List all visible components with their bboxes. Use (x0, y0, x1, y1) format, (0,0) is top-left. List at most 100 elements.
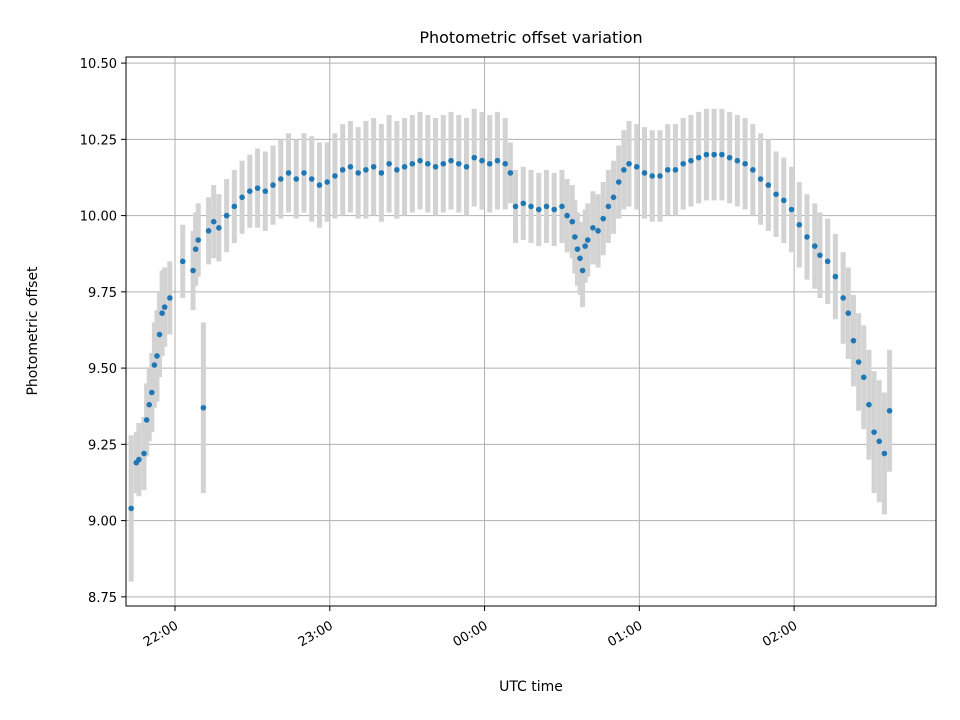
data-point (703, 151, 710, 158)
data-point (845, 310, 852, 317)
data-point (781, 197, 787, 204)
data-point (378, 170, 385, 176)
data-point (824, 258, 831, 265)
data-point (788, 206, 795, 213)
data-point (695, 154, 702, 161)
data-point (719, 151, 725, 158)
data-point (401, 164, 408, 170)
data-point (866, 401, 872, 408)
data-point (192, 246, 199, 252)
data-point (363, 167, 369, 173)
data-point (672, 167, 679, 173)
data-point (804, 234, 810, 240)
data-point (535, 206, 542, 213)
data-point (301, 170, 307, 176)
data-point (742, 160, 748, 167)
data-point (711, 151, 717, 158)
data-point (757, 176, 764, 182)
data-point (293, 176, 300, 182)
data-point (417, 157, 423, 164)
data-point (512, 203, 519, 210)
data-point (600, 215, 607, 222)
plot-frame (125, 56, 937, 607)
data-point (409, 160, 416, 167)
data-point (486, 160, 493, 167)
data-point (200, 404, 207, 411)
y-tick-label: 10.50 (80, 57, 117, 72)
y-axis-label: Photometric offset (25, 266, 41, 396)
data-point (159, 310, 165, 317)
data-point (572, 234, 578, 240)
data-point (386, 160, 392, 167)
data-point (657, 173, 663, 179)
data-point (579, 267, 586, 274)
data-point (610, 194, 617, 201)
data-point (141, 450, 147, 457)
data-point (332, 173, 338, 179)
data-point (664, 167, 671, 173)
data-point (347, 164, 354, 170)
data-point (455, 160, 462, 167)
data-point (151, 362, 158, 368)
data-point (621, 167, 627, 173)
data-point (262, 188, 269, 194)
data-point (239, 194, 245, 201)
data-point (726, 154, 733, 161)
data-point (507, 170, 514, 176)
data-point (855, 359, 862, 365)
data-point (479, 157, 485, 164)
data-point (765, 182, 772, 188)
data-point (355, 170, 361, 176)
data-point (502, 160, 509, 167)
data-point (590, 225, 596, 231)
data-point (688, 157, 694, 164)
data-point (471, 154, 478, 161)
data-point (190, 267, 196, 274)
data-point (494, 157, 501, 164)
data-point (308, 176, 315, 182)
data-point (205, 228, 212, 234)
data-point (195, 237, 202, 243)
data-point (128, 505, 134, 512)
chart-title: Photometric offset variation (419, 28, 642, 47)
data-point (832, 273, 839, 280)
data-point (161, 304, 168, 310)
data-points (128, 151, 893, 512)
data-point (559, 203, 565, 210)
data-point (285, 170, 292, 176)
data-point (156, 331, 163, 338)
data-point (551, 206, 558, 213)
data-point (143, 417, 150, 423)
data-point (339, 167, 346, 173)
y-tick-label: 9.50 (88, 362, 117, 377)
data-point (796, 221, 803, 228)
data-point (886, 408, 893, 414)
y-tick-label: 10.00 (80, 210, 117, 225)
data-point (148, 389, 155, 396)
data-point (394, 167, 400, 173)
data-point (440, 160, 447, 167)
data-point (860, 374, 867, 381)
data-point (817, 252, 823, 259)
data-point (605, 203, 612, 210)
data-point (154, 353, 160, 359)
data-point (223, 212, 230, 219)
y-tick-label: 9.00 (88, 515, 117, 530)
data-point (876, 438, 883, 445)
data-point (324, 179, 331, 185)
data-point (316, 182, 323, 188)
data-point (680, 160, 686, 167)
y-axis-ticks: 8.75 9.00 9.25 9.50 9.75 10.00 10.25 10.50 (80, 57, 126, 606)
data-point (167, 295, 173, 301)
data-point (448, 157, 454, 164)
data-point (734, 157, 741, 164)
data-point (270, 182, 276, 188)
data-point (520, 200, 527, 207)
data-point (850, 337, 857, 344)
x-axis-label: UTC time (499, 679, 563, 695)
data-point (626, 160, 632, 167)
data-point (370, 164, 377, 170)
data-point (584, 237, 591, 243)
